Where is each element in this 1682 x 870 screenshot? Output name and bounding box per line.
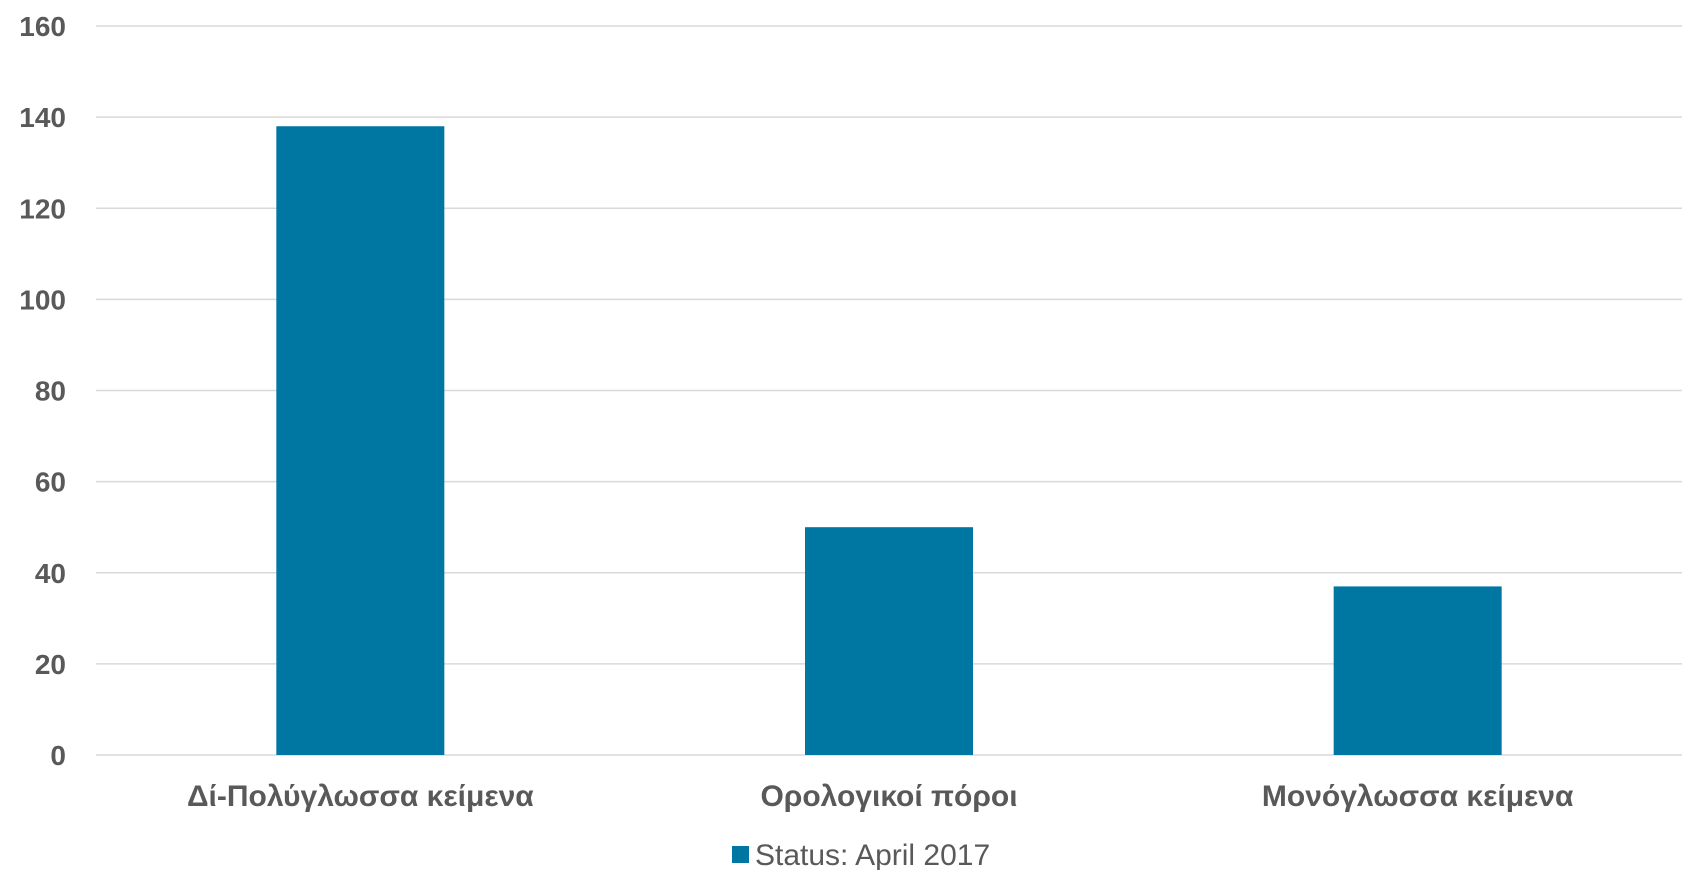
x-category-label: Ορολογικοί πόροι — [760, 780, 1017, 813]
legend: Status: April 2017 — [732, 839, 990, 870]
x-category-label: Δί-Πολύγλωσσα κείμενα — [187, 780, 534, 813]
y-tick-label: 60 — [35, 467, 66, 498]
y-tick-label: 120 — [19, 193, 66, 224]
bar — [805, 527, 973, 755]
bar — [276, 126, 445, 756]
y-tick-label: 40 — [35, 558, 66, 589]
legend-label: Status: April 2017 — [755, 839, 990, 870]
bar — [1333, 586, 1502, 755]
y-tick-label: 20 — [35, 649, 66, 680]
y-axis-tick-labels: 0 20 40 60 80 100 120 140 160 — [19, 11, 66, 771]
legend-swatch — [732, 846, 749, 863]
x-category-label: Μονόγλωσσα κείμενα — [1262, 780, 1574, 813]
y-tick-label: 80 — [35, 376, 66, 407]
x-axis-category-labels: Δί-Πολύγλωσσα κείμενα Ορολογικοί πόροι Μον… — [187, 780, 1574, 813]
y-tick-label: 160 — [19, 11, 66, 42]
y-tick-label: 100 — [19, 284, 66, 315]
bars — [276, 126, 1502, 756]
y-tick-label: 0 — [50, 740, 66, 771]
y-tick-label: 140 — [19, 102, 66, 133]
